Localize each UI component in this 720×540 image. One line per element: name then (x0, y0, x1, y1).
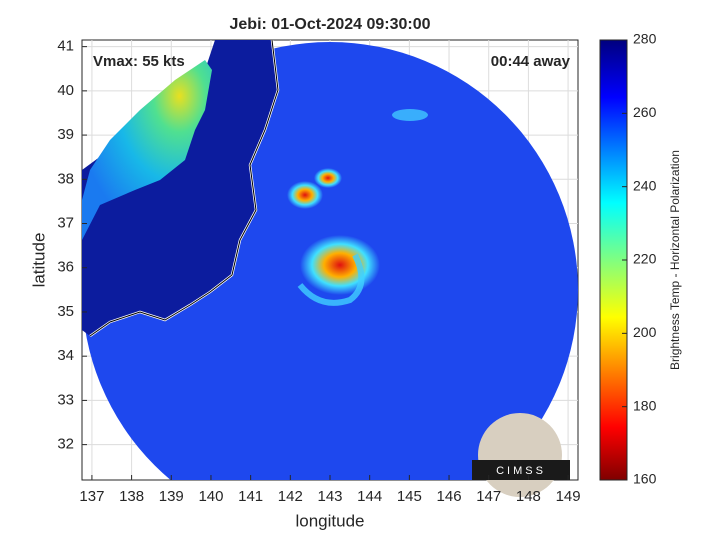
logo: CIMSS (472, 413, 570, 497)
x-axis-label: longitude (295, 511, 364, 530)
sea-of-japan (82, 60, 212, 240)
imagery (82, 40, 578, 480)
y-tick-label: 36 (57, 259, 74, 276)
annotation: Vmax: 55 kts (93, 53, 185, 70)
y-tick-label: 35 (57, 303, 74, 320)
x-tick-label: 145 (397, 488, 422, 505)
y-tick-label: 38 (57, 170, 74, 187)
logo-band (472, 460, 570, 480)
y-tick-label: 33 (57, 391, 74, 408)
y-tick-label: 37 (57, 214, 74, 231)
cell (287, 181, 323, 209)
logo-disc (478, 413, 562, 497)
rainband (297, 253, 365, 306)
plot-area: Vmax: 55 kts 00:44 away CIMSS (81, 39, 579, 497)
x-tick-label: 149 (556, 488, 581, 505)
y-tick-label: 32 (57, 436, 74, 453)
y-axis-label: latitude (29, 233, 48, 288)
colorbar-tick-label: 180 (633, 397, 657, 413)
cell (314, 168, 342, 188)
y-tick-label: 39 (57, 126, 74, 143)
colorbar-tick-label: 280 (633, 31, 657, 47)
chart-title: Jebi: 01-Oct-2024 09:30:00 (230, 16, 431, 33)
y-tick-label: 40 (57, 82, 74, 99)
x-tick-label: 148 (516, 488, 541, 505)
x-tick-label: 138 (119, 488, 144, 505)
x-tick-label: 146 (437, 488, 462, 505)
storm-core (300, 235, 380, 295)
logo-text: CIMSS (496, 465, 546, 477)
colorbar-tick-label: 260 (633, 104, 657, 120)
y-tick-label: 41 (57, 38, 74, 55)
colorbar-tick-label: 160 (633, 471, 657, 487)
colorbar-tick-label: 200 (633, 324, 657, 340)
colorbar-tick-label: 240 (633, 177, 657, 193)
land (82, 40, 278, 336)
colorbar-label: Brightness Temp - Horizontal Polarizatio… (668, 150, 682, 370)
x-tick-label: 141 (238, 488, 263, 505)
colorbar-tick-label: 220 (633, 251, 657, 267)
x-tick-label: 144 (357, 488, 382, 505)
y-tick-label: 34 (57, 347, 74, 364)
coastline-inner (89, 40, 279, 337)
x-tick-label: 139 (159, 488, 184, 505)
x-tick-label: 147 (476, 488, 501, 505)
x-tick-label: 142 (278, 488, 303, 505)
x-tick-label: 137 (79, 488, 104, 505)
x-tick-label: 143 (317, 488, 342, 505)
annotation: 00:44 away (491, 53, 571, 70)
cell (392, 109, 428, 121)
x-tick-label: 140 (198, 488, 223, 505)
